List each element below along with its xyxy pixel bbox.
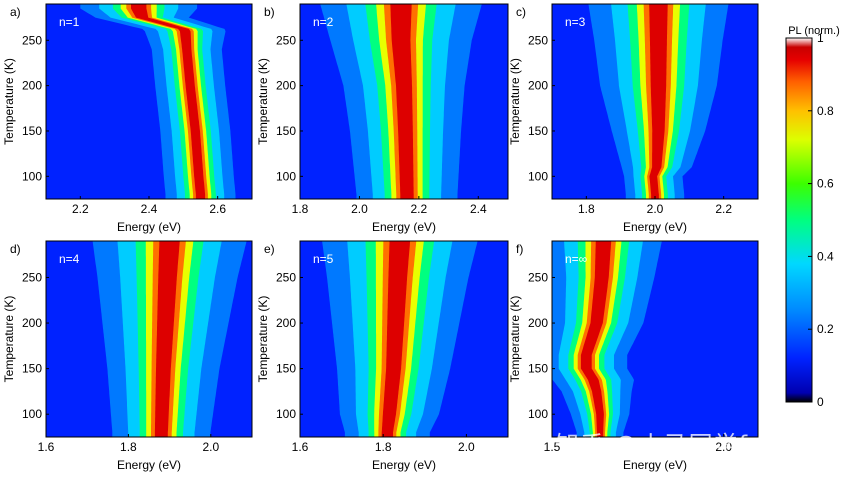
x-tick-label: 2.2 bbox=[715, 202, 732, 216]
panel-letter: c) bbox=[516, 5, 526, 19]
heatmap-panel: 1.8 2.0 2.2 100 150 200 250 Energy (eV) Temperat… bbox=[508, 3, 759, 234]
y-tick-label: 250 bbox=[276, 270, 296, 284]
x-tick-label: 1.8 bbox=[120, 440, 137, 454]
y-tick-label: 150 bbox=[22, 362, 42, 376]
colorbar-tick-label: 1 bbox=[817, 31, 824, 45]
colorbar-title: PL (norm.) bbox=[788, 25, 840, 37]
y-tick-label: 100 bbox=[276, 407, 296, 421]
heatmap-panel: 2.2 2.4 2.6 100 150 200 250 Energy (eV) Temperat… bbox=[2, 3, 253, 234]
y-axis-label: Temperature (K) bbox=[2, 58, 16, 145]
y-tick-label: 250 bbox=[528, 33, 548, 47]
y-tick-label: 150 bbox=[528, 124, 548, 138]
panel-annotation: n=2 bbox=[313, 15, 334, 29]
x-tick-label: 1.8 bbox=[578, 202, 595, 216]
x-tick-label: 1.6 bbox=[292, 440, 309, 454]
y-tick-label: 250 bbox=[22, 33, 42, 47]
plot-frame bbox=[299, 3, 509, 200]
x-tick-label: 1.5 bbox=[544, 440, 561, 454]
plot-frame bbox=[551, 240, 759, 438]
panel-letter: e) bbox=[264, 242, 275, 256]
panel-annotation: n=1 bbox=[59, 15, 80, 29]
y-tick-label: 150 bbox=[276, 362, 296, 376]
x-axis-label: Energy (eV) bbox=[623, 458, 687, 472]
plot-frame bbox=[45, 240, 253, 438]
x-axis-label: Energy (eV) bbox=[372, 458, 436, 472]
y-axis-label: Temperature (K) bbox=[508, 296, 522, 383]
panel-annotation: n=∞ bbox=[565, 252, 587, 266]
colorbar-tick-label: 0.8 bbox=[817, 104, 834, 118]
x-axis-label: Energy (eV) bbox=[117, 458, 181, 472]
panel-letter: b) bbox=[264, 5, 275, 19]
y-tick-label: 200 bbox=[276, 79, 296, 93]
plot-frame bbox=[299, 240, 509, 438]
x-tick-label: 2.4 bbox=[141, 202, 158, 216]
x-tick-label: 2.0 bbox=[715, 440, 732, 454]
peak-core bbox=[649, 4, 668, 199]
y-tick-label: 150 bbox=[22, 124, 42, 138]
y-axis-label: Temperature (K) bbox=[256, 58, 270, 145]
x-tick-label: 2.0 bbox=[202, 440, 219, 454]
y-tick-label: 100 bbox=[22, 169, 42, 183]
y-tick-label: 200 bbox=[22, 79, 42, 93]
x-tick-label: 2.0 bbox=[351, 202, 368, 216]
colorbar: PL (norm.) 0 0.2 0.4 0.6 0.8 1 bbox=[785, 25, 840, 409]
y-tick-label: 200 bbox=[276, 316, 296, 330]
y-tick-label: 250 bbox=[528, 270, 548, 284]
panel-letter: d) bbox=[10, 242, 21, 256]
x-tick-label: 2.0 bbox=[647, 202, 664, 216]
colorbar-scale bbox=[785, 37, 813, 403]
panel-letter: a) bbox=[10, 5, 21, 19]
heatmap-panel: 1.6 1.8 2.0 100 150 200 250 Energy (eV) Temperat… bbox=[256, 240, 509, 472]
x-tick-label: 2.6 bbox=[209, 202, 226, 216]
y-tick-label: 100 bbox=[22, 407, 42, 421]
heatmap-panel: 1.8 2.0 2.2 2.4 100 150 200 250 Energy (eV) Tempe… bbox=[256, 3, 509, 234]
heatmap-panel: 1.6 1.8 2.0 100 150 200 250 Energy (eV) Temperat… bbox=[2, 240, 253, 472]
y-tick-label: 250 bbox=[276, 33, 296, 47]
y-tick-label: 100 bbox=[276, 169, 296, 183]
x-axis-label: Energy (eV) bbox=[623, 220, 687, 234]
x-tick-label: 1.8 bbox=[375, 440, 392, 454]
x-tick-label: 1.6 bbox=[38, 440, 55, 454]
y-tick-label: 250 bbox=[22, 270, 42, 284]
y-tick-label: 200 bbox=[528, 79, 548, 93]
y-tick-label: 100 bbox=[528, 407, 548, 421]
peak-core bbox=[390, 4, 414, 199]
panel-annotation: n=5 bbox=[313, 252, 334, 266]
colorbar-tick-label: 0.6 bbox=[817, 177, 834, 191]
panel-letter: f) bbox=[516, 242, 523, 256]
peak-core bbox=[131, 4, 206, 199]
watermark: 知乎 @小马同学friendly bbox=[555, 431, 838, 459]
panel-annotation: n=3 bbox=[565, 15, 586, 29]
y-tick-label: 150 bbox=[528, 362, 548, 376]
y-axis-label: Temperature (K) bbox=[508, 58, 522, 145]
x-tick-label: 2.2 bbox=[72, 202, 89, 216]
peak-core bbox=[154, 241, 180, 437]
x-tick-label: 2.2 bbox=[411, 202, 428, 216]
colorbar-tick-label: 0.4 bbox=[817, 249, 834, 263]
heatmap-panel: 1.5 2.0 100 150 200 250 Energy (eV) Temperature… bbox=[508, 240, 759, 472]
panel-annotation: n=4 bbox=[59, 252, 80, 266]
x-tick-label: 2.4 bbox=[470, 202, 487, 216]
peak-core bbox=[381, 241, 411, 437]
colorbar-tick-label: 0.2 bbox=[817, 322, 834, 336]
y-axis-label: Temperature (K) bbox=[2, 296, 16, 383]
y-tick-label: 200 bbox=[22, 316, 42, 330]
x-axis-label: Energy (eV) bbox=[117, 220, 181, 234]
x-axis-label: Energy (eV) bbox=[372, 220, 436, 234]
x-tick-label: 2.0 bbox=[458, 440, 475, 454]
y-tick-label: 100 bbox=[528, 169, 548, 183]
y-axis-label: Temperature (K) bbox=[256, 296, 270, 383]
y-tick-label: 200 bbox=[528, 316, 548, 330]
x-tick-label: 1.8 bbox=[292, 202, 309, 216]
peak-core bbox=[580, 241, 612, 437]
y-tick-label: 150 bbox=[276, 124, 296, 138]
colorbar-tick-label: 0 bbox=[817, 395, 824, 409]
